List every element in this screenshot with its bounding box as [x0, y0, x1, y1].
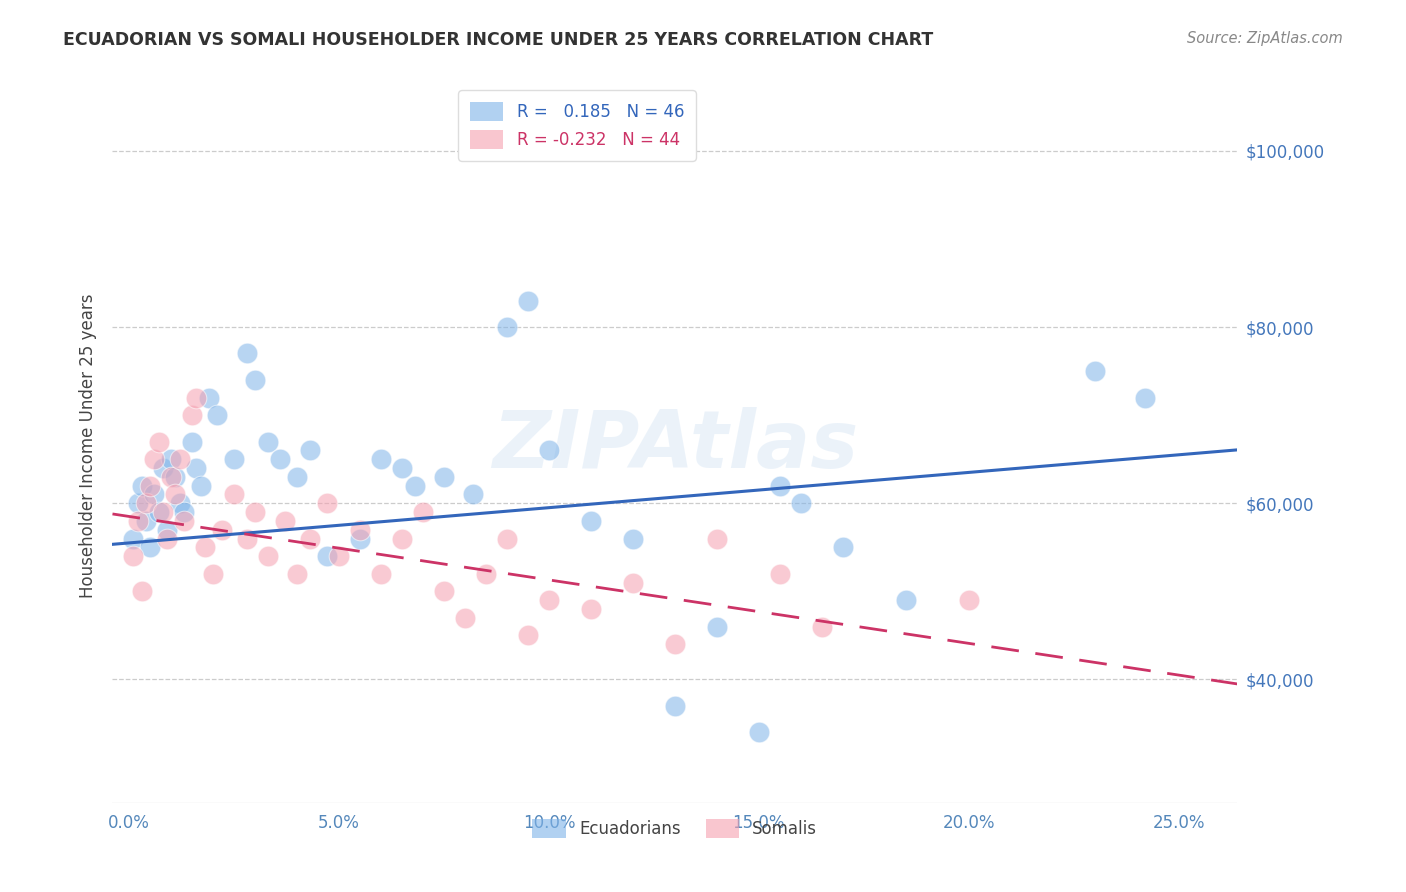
Point — [135, 514, 157, 528]
Point — [211, 523, 233, 537]
Point — [831, 541, 853, 555]
Point — [517, 293, 540, 308]
Point — [186, 461, 208, 475]
Point — [579, 602, 602, 616]
Point — [173, 505, 195, 519]
Point — [537, 593, 560, 607]
Point — [202, 566, 225, 581]
Point — [152, 505, 174, 519]
Point — [143, 487, 166, 501]
Point — [256, 549, 278, 563]
Legend: Ecuadorians, Somalis: Ecuadorians, Somalis — [526, 812, 824, 845]
Point — [349, 523, 371, 537]
Text: Source: ZipAtlas.com: Source: ZipAtlas.com — [1187, 31, 1343, 46]
Point — [269, 452, 291, 467]
Point — [156, 523, 179, 537]
Point — [181, 434, 204, 449]
Point — [148, 505, 170, 519]
Point — [412, 505, 434, 519]
Point — [433, 470, 456, 484]
Point — [165, 487, 187, 501]
Point — [256, 434, 278, 449]
Point — [463, 487, 485, 501]
Point — [156, 532, 179, 546]
Point — [127, 514, 149, 528]
Point — [475, 566, 498, 581]
Point — [1084, 364, 1107, 378]
Point — [186, 391, 208, 405]
Point — [706, 619, 728, 633]
Point — [160, 470, 183, 484]
Point — [1133, 391, 1156, 405]
Point — [748, 725, 770, 739]
Point — [224, 487, 246, 501]
Point — [370, 452, 392, 467]
Point — [391, 532, 413, 546]
Point — [169, 452, 191, 467]
Point — [173, 514, 195, 528]
Point — [135, 496, 157, 510]
Point — [285, 470, 308, 484]
Point — [122, 549, 145, 563]
Point — [328, 549, 350, 563]
Point — [664, 698, 686, 713]
Point — [298, 532, 321, 546]
Point — [810, 619, 832, 633]
Point — [139, 541, 162, 555]
Point — [298, 443, 321, 458]
Point — [148, 434, 170, 449]
Point — [127, 496, 149, 510]
Text: ECUADORIAN VS SOMALI HOUSEHOLDER INCOME UNDER 25 YEARS CORRELATION CHART: ECUADORIAN VS SOMALI HOUSEHOLDER INCOME … — [63, 31, 934, 49]
Point — [224, 452, 246, 467]
Point — [315, 549, 337, 563]
Point — [152, 461, 174, 475]
Point — [122, 532, 145, 546]
Point — [433, 584, 456, 599]
Point — [370, 566, 392, 581]
Point — [285, 566, 308, 581]
Point — [349, 532, 371, 546]
Point — [236, 532, 259, 546]
Text: ZIPAtlas: ZIPAtlas — [492, 407, 858, 485]
Point — [391, 461, 413, 475]
Point — [160, 452, 183, 467]
Point — [769, 478, 792, 492]
Point — [243, 373, 266, 387]
Point — [769, 566, 792, 581]
Point — [537, 443, 560, 458]
Point — [181, 408, 204, 422]
Point — [194, 541, 217, 555]
Point — [790, 496, 813, 510]
Point — [894, 593, 917, 607]
Point — [454, 611, 477, 625]
Point — [664, 637, 686, 651]
Point — [190, 478, 212, 492]
Point — [273, 514, 295, 528]
Point — [404, 478, 426, 492]
Point — [517, 628, 540, 642]
Point — [243, 505, 266, 519]
Point — [198, 391, 221, 405]
Point — [143, 452, 166, 467]
Point — [957, 593, 980, 607]
Point — [139, 478, 162, 492]
Point — [315, 496, 337, 510]
Point — [131, 584, 153, 599]
Point — [207, 408, 229, 422]
Point — [169, 496, 191, 510]
Point — [165, 470, 187, 484]
Point — [706, 532, 728, 546]
Point — [496, 532, 519, 546]
Point — [579, 514, 602, 528]
Point — [131, 478, 153, 492]
Point — [621, 575, 644, 590]
Point — [236, 346, 259, 360]
Point — [496, 320, 519, 334]
Y-axis label: Householder Income Under 25 years: Householder Income Under 25 years — [79, 293, 97, 599]
Point — [621, 532, 644, 546]
